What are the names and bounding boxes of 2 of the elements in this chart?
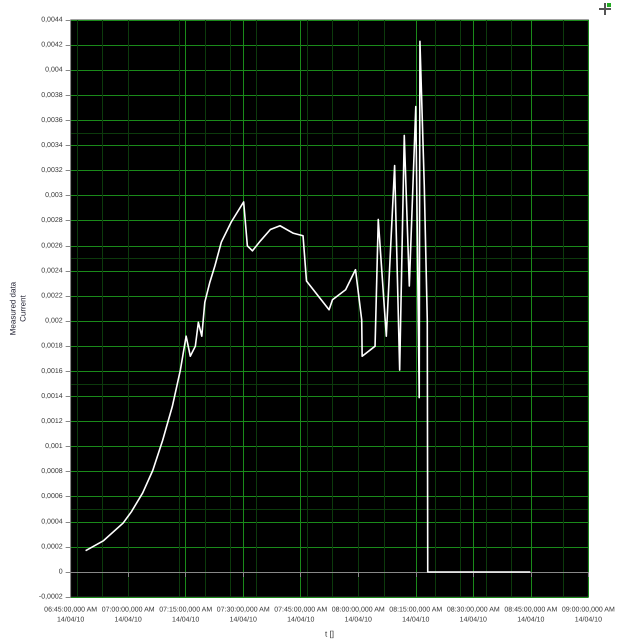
x-axis-title: t [] [325, 630, 334, 638]
y-axis-title: Measured data Current [8, 281, 28, 336]
